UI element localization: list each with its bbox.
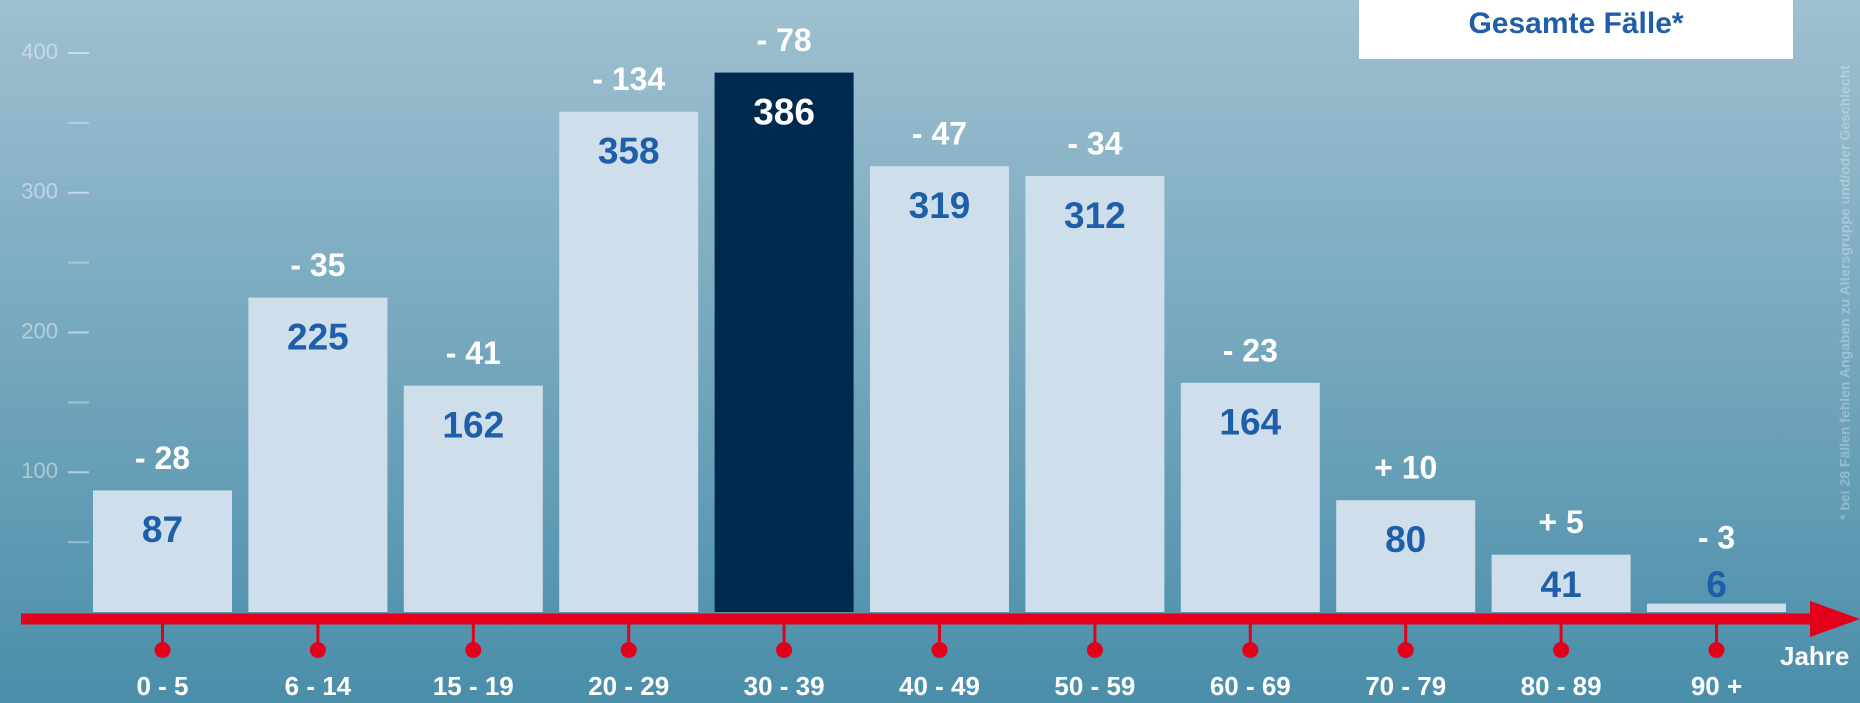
- legend-box: [1359, 0, 1793, 59]
- value-label: 319: [909, 185, 971, 226]
- category-dot: [776, 642, 793, 658]
- x-tick-label: 60 - 69: [1210, 671, 1291, 701]
- y-tick-label: 200: [21, 318, 58, 343]
- value-label: 312: [1064, 195, 1126, 236]
- x-tick-label: 50 - 59: [1054, 671, 1135, 701]
- category-dot: [931, 642, 948, 658]
- x-tick-label: 15 - 19: [433, 671, 514, 701]
- x-tick-label: 30 - 39: [744, 671, 825, 701]
- value-label: 386: [753, 91, 815, 132]
- category-dot: [1397, 642, 1414, 658]
- footnote: * bei 28 Fällen fehlen Angaben zu Alters…: [1837, 65, 1853, 520]
- x-axis-arrow: [1810, 601, 1860, 637]
- bar: [1025, 175, 1165, 613]
- category-dot: [1553, 642, 1570, 658]
- legend-label: Gesamte Fälle*: [1468, 7, 1683, 40]
- value-label: 164: [1219, 402, 1281, 443]
- bar: [559, 111, 699, 612]
- category-dot: [1242, 642, 1259, 658]
- value-label: 162: [442, 404, 504, 445]
- x-tick-label: 20 - 29: [588, 671, 669, 701]
- change-label: - 3: [1698, 519, 1735, 555]
- value-label: 41: [1541, 564, 1582, 605]
- category-dot: [465, 642, 482, 658]
- x-tick-label: 40 - 49: [899, 671, 980, 701]
- value-label: 80: [1385, 519, 1426, 560]
- x-axis-label: Jahre: [1780, 641, 1849, 671]
- y-tick-label: 300: [21, 179, 58, 204]
- change-label: - 28: [135, 440, 190, 476]
- category-dot: [620, 642, 637, 658]
- category-dot: [309, 642, 326, 658]
- value-label: 225: [287, 316, 349, 357]
- value-label: 6: [1706, 564, 1727, 605]
- change-label: - 41: [446, 335, 501, 371]
- bar: [714, 72, 854, 612]
- change-label: + 5: [1538, 504, 1583, 540]
- bar: [870, 166, 1009, 612]
- category-dot: [154, 642, 171, 658]
- change-label: - 35: [290, 247, 345, 283]
- value-label: 87: [142, 509, 183, 550]
- x-tick-label: 0 - 5: [136, 671, 188, 701]
- change-label: + 10: [1374, 450, 1437, 486]
- x-tick-label: 90 +: [1691, 671, 1742, 701]
- bar: [1647, 603, 1786, 612]
- y-tick-label: 400: [21, 39, 58, 64]
- y-tick-label: 100: [21, 458, 58, 483]
- change-label: - 78: [757, 22, 812, 58]
- x-tick-label: 80 - 89: [1521, 671, 1602, 701]
- change-label: - 23: [1223, 332, 1278, 368]
- category-dot: [1708, 642, 1725, 658]
- bar: [93, 490, 232, 612]
- bar: [1491, 554, 1631, 612]
- change-label: - 134: [592, 61, 665, 97]
- bar: [248, 297, 388, 612]
- x-tick-label: 6 - 14: [285, 671, 352, 701]
- change-label: - 34: [1067, 125, 1122, 161]
- bar: [403, 385, 543, 612]
- change-label: - 47: [912, 116, 967, 152]
- bar: [1180, 382, 1320, 612]
- category-dot: [1086, 642, 1103, 658]
- bar: [1336, 500, 1476, 612]
- x-tick-label: 70 - 79: [1365, 671, 1446, 701]
- value-label: 358: [598, 130, 660, 171]
